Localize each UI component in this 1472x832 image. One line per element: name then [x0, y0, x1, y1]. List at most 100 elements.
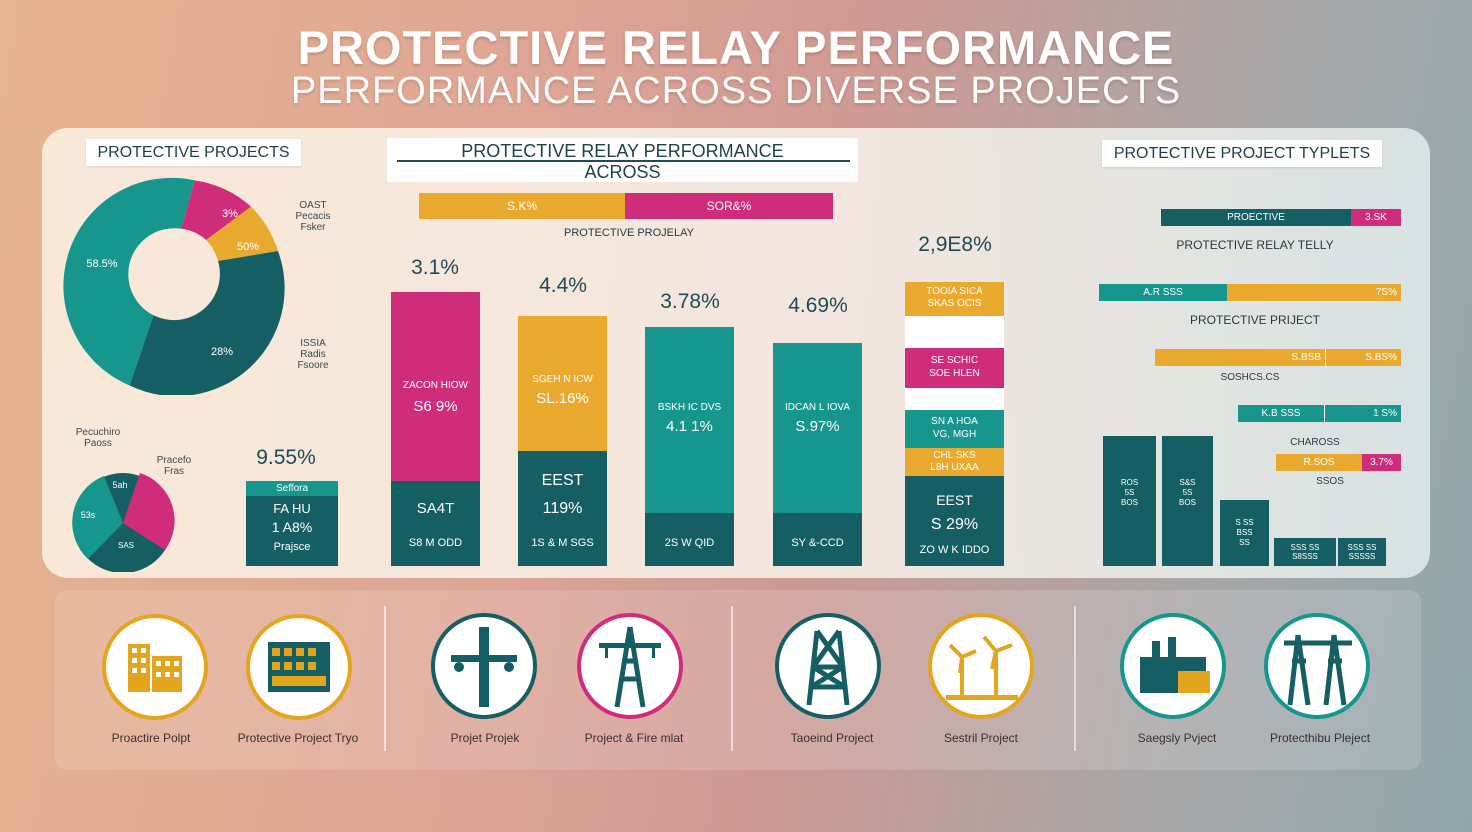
donut-chart: 58.5% 3% 50% 28%: [63, 177, 285, 395]
substation-icon: [246, 614, 352, 720]
column-text: SSS SS: [1347, 543, 1377, 552]
hbar-3: S.BSB S.BS%: [1155, 349, 1401, 366]
icon-label: Projet Projek: [450, 731, 520, 745]
small-card-line1: FA HU: [273, 501, 311, 516]
hbar-3-main: S.BSB: [1155, 349, 1325, 366]
donut-label-3: 50%: [237, 241, 259, 253]
middle-header-line2: ACROSS: [584, 162, 661, 182]
legend-text: OAST: [299, 200, 327, 211]
pie-label-text: Fras: [164, 466, 184, 477]
small-card-footer: Prajsce: [273, 541, 311, 553]
legend-text: Pecacis: [295, 211, 331, 222]
pie-label-text: Pecuchiro: [75, 427, 121, 438]
stacked-seg-dark: EEST S 29% ZO W K IDDO: [905, 476, 1004, 566]
hbar-2-main: A.R SSS: [1099, 284, 1227, 301]
bar-top-segment: [645, 327, 734, 513]
stacked-bar: TOOIA SICA SKAS OCIS SE SCHIC SOE HLEN S…: [905, 282, 1004, 566]
section-divider: [731, 606, 733, 751]
bar-bottom-segment: [773, 513, 862, 566]
left-header: PROTECTIVE PROJECTS: [86, 139, 301, 166]
bar-top-segment: [391, 292, 480, 481]
pylons-icon: [1264, 613, 1370, 719]
stacked-seg-text: SE SCHIC: [930, 355, 979, 366]
stacked-seg-magenta: SE SCHIC SOE HLEN: [905, 348, 1004, 388]
stacked-seg-teal: SN A HOA VG, MGH: [905, 410, 1004, 448]
building-icon: [102, 614, 208, 720]
section-divider: [1074, 606, 1076, 751]
legend-text: Radis: [300, 349, 326, 360]
bar-mid-text: SGEH N ICW: [532, 374, 593, 385]
column-text: SSSSS: [1348, 552, 1376, 561]
column-text: S&S: [1179, 478, 1196, 487]
icon-label: Protective Project Tryo: [237, 731, 359, 745]
stacked-foot-text: ZO W K IDDO: [919, 544, 990, 556]
hbar-5: R.SOS 3.7%: [1276, 454, 1401, 471]
pie-label-text: Paoss: [84, 438, 112, 449]
hbar-caption-3: SOSHCS.CS: [1220, 372, 1280, 383]
donut-label-1: 58.5%: [86, 258, 117, 270]
donut-label-4: 28%: [211, 346, 233, 358]
stacked-seg-mustard-2: CHL SKS L8H UXAA: [905, 448, 1004, 476]
bar-top-segment: [773, 343, 862, 513]
top-strip-right: SOR&%: [625, 193, 833, 219]
right-column-1: ROS 5S BOS: [1103, 436, 1156, 566]
right-column-4: SSS SS S8SSS: [1274, 538, 1336, 566]
hbar-2-tail: 7S%: [1227, 284, 1401, 301]
bar-bottom-segment: [645, 513, 734, 566]
donut-slice-mustard: [206, 206, 278, 261]
donut-slice-magenta: [181, 180, 251, 240]
pole-icon: [431, 613, 537, 719]
bar-foot-text: SY &-CCD: [791, 537, 844, 549]
bar-mid-text: ZACON HIOW: [403, 380, 468, 391]
column-text: BSS: [1236, 528, 1253, 537]
bar-bottom-segment: [518, 451, 607, 566]
bar-mid-value: 4.1 1%: [666, 418, 713, 435]
bar-foot-text: 1S & M SGS: [531, 537, 594, 549]
small-pie-label-1: 5ah: [112, 480, 127, 490]
wind-turbine-icon: [928, 613, 1034, 719]
donut-slice-teal: [63, 177, 195, 386]
stacked-seg-text: VG, MGH: [932, 429, 977, 440]
stacked-seg-white-2: [905, 388, 1004, 410]
pie-label-text: Pracefo: [156, 455, 192, 466]
small-card: Seffora FA HU 1 A8% Prajsce: [246, 481, 338, 566]
stacked-seg-white: [905, 316, 1004, 348]
top-strip-left: S.K%: [419, 193, 625, 219]
small-card-line2: 1 A8%: [271, 519, 313, 535]
donut-label-2: 3%: [222, 208, 238, 220]
bar-top-segment: [518, 316, 607, 451]
bar-foot-text: 2S W QID: [664, 537, 715, 549]
hbar-4-main: K.B SSS: [1238, 405, 1324, 422]
bar-bottom-segment: [391, 481, 480, 566]
hbar-caption-1: PROTECTIVE RELAY TELLY: [1176, 238, 1334, 252]
hbar-caption-2: PROTECTIVE PRIJECT: [1189, 313, 1320, 327]
hbar-5-tail: 3.7%: [1362, 454, 1401, 471]
stacked-bar-value-label: 2,9E8%: [918, 233, 992, 256]
hbar-4-tail: 1 S%: [1324, 405, 1401, 422]
bar-mid-text: BSKH IC DVS: [657, 402, 722, 413]
stacked-bottom-value: S 29%: [930, 516, 979, 533]
right-header: PROTECTIVE PROJECT TYPLETS: [1102, 140, 1382, 167]
hbar-1-main: PROECTIVE: [1161, 209, 1351, 226]
right-column-3: S SS BSS SS: [1220, 500, 1269, 566]
right-column-5: SSS SS SSSSS: [1338, 538, 1386, 566]
icon-label: Taoeind Project: [790, 731, 874, 745]
middle-header-rule: [397, 160, 850, 162]
stacked-seg-text: SN A HOA: [931, 416, 978, 427]
small-pie-label-3: SAS: [118, 541, 134, 550]
right-column-2: S&S 5S BOS: [1162, 436, 1213, 566]
stacked-seg-text: L8H UXAA: [930, 462, 979, 473]
small-card-value: 9.55%: [256, 446, 316, 469]
page-title: PROTECTIVE RELAY PERFORMANCE: [297, 21, 1175, 74]
hbar-1-tail: 3.SK: [1351, 209, 1401, 226]
column-text: SS: [1239, 538, 1250, 547]
bar-bottom-text: EEST: [541, 472, 584, 489]
small-pie-label-left: Pecuchiro Paoss: [68, 427, 128, 449]
top-strip-caption: PROTECTIVE PROJELAY: [564, 227, 694, 239]
bar-value-label: 4.4%: [539, 274, 587, 297]
page-subtitle: PERFORMANCE ACROSS DIVERSE PROJECTS: [290, 70, 1182, 112]
column-text: S8SSS: [1292, 552, 1318, 561]
column-text: ROS: [1120, 478, 1139, 487]
hbar-2: A.R SSS 7S%: [1099, 284, 1401, 301]
hbar-5-main: R.SOS: [1276, 454, 1362, 471]
